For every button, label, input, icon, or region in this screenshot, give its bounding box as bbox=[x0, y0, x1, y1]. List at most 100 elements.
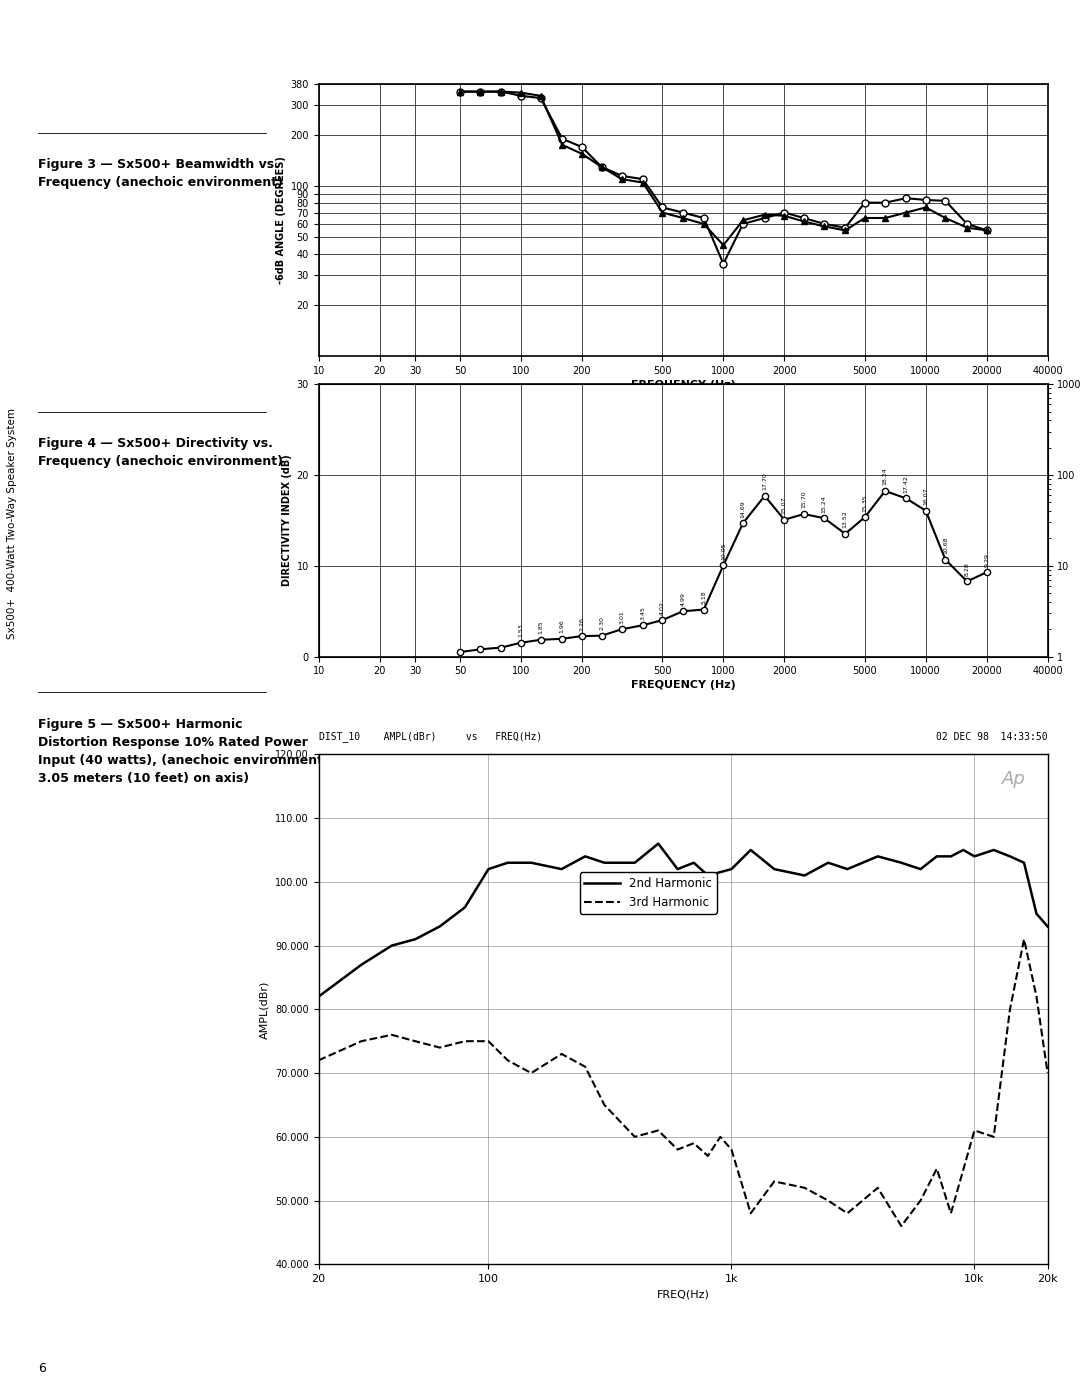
2nd Harmonic bbox=[409, 930, 422, 947]
3rd Harmonic bbox=[482, 1032, 495, 1049]
Text: 18.24: 18.24 bbox=[882, 468, 888, 485]
Y-axis label: AMPL(dBr): AMPL(dBr) bbox=[259, 981, 270, 1038]
3rd Harmonic bbox=[386, 1027, 399, 1044]
2nd Harmonic bbox=[386, 937, 399, 954]
3rd Harmonic bbox=[501, 1052, 514, 1069]
3rd Harmonic bbox=[687, 1134, 700, 1151]
3rd Harmonic bbox=[701, 1147, 714, 1164]
3rd Harmonic bbox=[822, 1192, 835, 1208]
Text: Figure 4 — Sx500+ Directivity vs.
Frequency (anechoic environment): Figure 4 — Sx500+ Directivity vs. Freque… bbox=[38, 437, 283, 468]
2nd Harmonic bbox=[433, 918, 446, 935]
2nd Harmonic bbox=[968, 848, 981, 865]
3rd Harmonic bbox=[1041, 1065, 1054, 1081]
3rd Harmonic bbox=[409, 1032, 422, 1049]
3rd Harmonic bbox=[312, 1052, 325, 1069]
Text: 1.96: 1.96 bbox=[559, 619, 565, 633]
2nd Harmonic bbox=[598, 855, 611, 872]
Text: Figure 5 — Sx500+ Harmonic
Distortion Response 10% Rated Power
Input (40 watts),: Figure 5 — Sx500+ Harmonic Distortion Re… bbox=[38, 718, 327, 785]
3rd Harmonic bbox=[671, 1141, 684, 1158]
3rd Harmonic bbox=[652, 1122, 665, 1139]
3rd Harmonic bbox=[598, 1097, 611, 1113]
Text: 8.28: 8.28 bbox=[964, 562, 970, 576]
3rd Harmonic bbox=[579, 1059, 592, 1076]
Text: 3.45: 3.45 bbox=[640, 606, 646, 620]
Text: 10.05: 10.05 bbox=[720, 542, 726, 560]
3rd Harmonic bbox=[841, 1204, 854, 1221]
3rd Harmonic bbox=[433, 1039, 446, 1056]
Text: 15.70: 15.70 bbox=[801, 490, 807, 509]
2nd Harmonic bbox=[1030, 905, 1043, 922]
Text: 4.99: 4.99 bbox=[680, 592, 685, 606]
Text: 17.70: 17.70 bbox=[762, 472, 767, 490]
X-axis label: FREQUENCY (Hz): FREQUENCY (Hz) bbox=[631, 680, 735, 690]
2nd Harmonic bbox=[768, 861, 781, 877]
Text: 2.30: 2.30 bbox=[599, 616, 604, 630]
Text: 15.35: 15.35 bbox=[862, 495, 867, 511]
X-axis label: FREQUENCY (Hz): FREQUENCY (Hz) bbox=[631, 380, 735, 390]
Y-axis label: DIRECTIVITY INDEX (dB): DIRECTIVITY INDEX (dB) bbox=[282, 454, 293, 587]
Text: 5.18: 5.18 bbox=[701, 591, 706, 604]
3rd Harmonic bbox=[987, 1129, 1000, 1146]
2nd Harmonic bbox=[501, 855, 514, 872]
3rd Harmonic bbox=[768, 1173, 781, 1190]
Line: 2nd Harmonic: 2nd Harmonic bbox=[319, 844, 1048, 996]
Text: 15.07: 15.07 bbox=[782, 496, 787, 514]
X-axis label: FREQ(Hz): FREQ(Hz) bbox=[657, 1289, 710, 1299]
Text: 9.29: 9.29 bbox=[984, 553, 989, 567]
2nd Harmonic bbox=[798, 868, 811, 884]
3rd Harmonic bbox=[914, 1192, 927, 1208]
2nd Harmonic bbox=[458, 900, 471, 916]
Text: 14.69: 14.69 bbox=[741, 500, 745, 518]
2nd Harmonic bbox=[957, 841, 970, 858]
3rd Harmonic bbox=[944, 1204, 957, 1221]
2nd Harmonic bbox=[579, 848, 592, 865]
2nd Harmonic bbox=[1041, 918, 1054, 935]
Text: 4.02: 4.02 bbox=[660, 601, 665, 615]
Text: 6: 6 bbox=[38, 1362, 45, 1375]
Text: 17.42: 17.42 bbox=[904, 475, 908, 493]
3rd Harmonic bbox=[725, 1141, 738, 1158]
2nd Harmonic bbox=[822, 855, 835, 872]
3rd Harmonic bbox=[525, 1065, 538, 1081]
Text: 3.01: 3.01 bbox=[619, 610, 624, 623]
2nd Harmonic bbox=[312, 988, 325, 1004]
Text: Sx500+  400-Watt Two-Way Speaker System: Sx500+ 400-Watt Two-Way Speaker System bbox=[6, 408, 17, 640]
3rd Harmonic bbox=[1003, 1000, 1016, 1017]
2nd Harmonic bbox=[744, 841, 757, 858]
Text: Figure 3 — Sx500+ Beamwidth vs.
Frequency (anechoic environment): Figure 3 — Sx500+ Beamwidth vs. Frequenc… bbox=[38, 158, 283, 189]
3rd Harmonic bbox=[1017, 930, 1030, 947]
Text: 02 DEC 98  14:33:50: 02 DEC 98 14:33:50 bbox=[936, 732, 1048, 742]
2nd Harmonic bbox=[701, 868, 714, 884]
Text: 2.26: 2.26 bbox=[579, 616, 584, 630]
3rd Harmonic bbox=[714, 1129, 727, 1146]
2nd Harmonic bbox=[652, 835, 665, 852]
2nd Harmonic bbox=[671, 861, 684, 877]
Text: Sx500+  400-Watt  Two-Way  Speaker  System: Sx500+ 400-Watt Two-Way Speaker System bbox=[275, 34, 805, 54]
3rd Harmonic bbox=[1030, 988, 1043, 1004]
Legend: 2nd Harmonic, 3rd Harmonic: 2nd Harmonic, 3rd Harmonic bbox=[580, 873, 717, 914]
2nd Harmonic bbox=[841, 861, 854, 877]
2nd Harmonic bbox=[1003, 848, 1016, 865]
Text: 1.85: 1.85 bbox=[538, 620, 543, 634]
Text: 10.68: 10.68 bbox=[943, 536, 948, 555]
2nd Harmonic bbox=[895, 855, 908, 872]
2nd Harmonic bbox=[987, 841, 1000, 858]
Text: 15.24: 15.24 bbox=[822, 495, 826, 513]
3rd Harmonic bbox=[872, 1179, 885, 1196]
2nd Harmonic bbox=[1017, 855, 1030, 872]
2nd Harmonic bbox=[930, 848, 943, 865]
3rd Harmonic bbox=[895, 1218, 908, 1235]
2nd Harmonic bbox=[872, 848, 885, 865]
2nd Harmonic bbox=[629, 855, 642, 872]
2nd Harmonic bbox=[914, 861, 927, 877]
2nd Harmonic bbox=[555, 861, 568, 877]
2nd Harmonic bbox=[944, 848, 957, 865]
Text: 13.52: 13.52 bbox=[842, 510, 848, 528]
2nd Harmonic bbox=[482, 861, 495, 877]
3rd Harmonic bbox=[458, 1032, 471, 1049]
2nd Harmonic bbox=[725, 861, 738, 877]
3rd Harmonic bbox=[555, 1045, 568, 1062]
3rd Harmonic bbox=[629, 1129, 642, 1146]
2nd Harmonic bbox=[687, 855, 700, 872]
3rd Harmonic bbox=[798, 1179, 811, 1196]
